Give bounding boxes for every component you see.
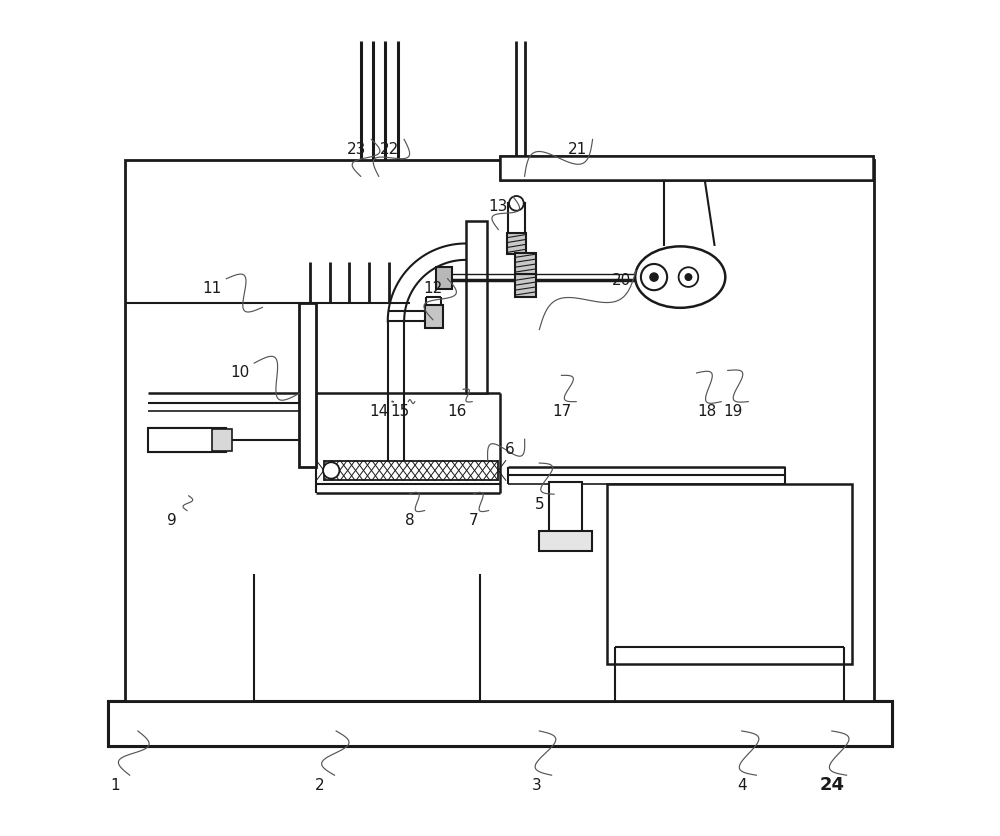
Text: 23: 23 — [347, 142, 366, 157]
Bar — [539, 531, 592, 551]
Bar — [108, 701, 892, 746]
Ellipse shape — [635, 247, 725, 308]
Bar — [148, 428, 226, 452]
Bar — [108, 701, 892, 746]
Bar — [125, 160, 874, 701]
Text: 13: 13 — [489, 199, 508, 214]
Circle shape — [641, 264, 667, 290]
Text: 6: 6 — [505, 441, 515, 456]
Circle shape — [685, 274, 692, 280]
Circle shape — [509, 196, 524, 211]
Bar — [436, 268, 452, 288]
Bar — [299, 303, 316, 467]
Text: 18: 18 — [697, 404, 716, 419]
Text: 5: 5 — [535, 497, 544, 512]
Text: 20: 20 — [612, 273, 631, 288]
Bar — [425, 305, 443, 328]
Bar — [607, 483, 852, 664]
Text: 2: 2 — [315, 777, 325, 793]
Circle shape — [650, 273, 658, 281]
Circle shape — [679, 268, 698, 287]
Text: 19: 19 — [724, 404, 743, 419]
Bar — [549, 482, 582, 533]
Text: 21: 21 — [568, 142, 587, 157]
Text: 11: 11 — [202, 281, 221, 296]
Text: 4: 4 — [737, 777, 747, 793]
Bar — [508, 202, 525, 234]
Text: 9: 9 — [167, 513, 177, 528]
Text: 14: 14 — [369, 404, 388, 419]
Bar — [507, 233, 526, 254]
Text: 7: 7 — [469, 513, 479, 528]
Bar — [500, 155, 873, 181]
Bar — [324, 461, 498, 480]
Text: 8: 8 — [405, 513, 415, 528]
Bar — [515, 252, 536, 274]
Text: 24: 24 — [819, 776, 844, 794]
Text: 3: 3 — [532, 777, 542, 793]
Text: 17: 17 — [552, 404, 571, 419]
Bar — [466, 222, 487, 394]
Text: 16: 16 — [448, 404, 467, 419]
Bar — [515, 274, 536, 297]
Text: 12: 12 — [423, 281, 442, 296]
Bar — [212, 430, 232, 451]
Text: 10: 10 — [230, 365, 249, 380]
Text: 22: 22 — [380, 142, 399, 157]
Text: 1: 1 — [110, 777, 120, 793]
Bar — [500, 155, 873, 181]
Text: 15: 15 — [390, 404, 410, 419]
Circle shape — [323, 462, 339, 479]
